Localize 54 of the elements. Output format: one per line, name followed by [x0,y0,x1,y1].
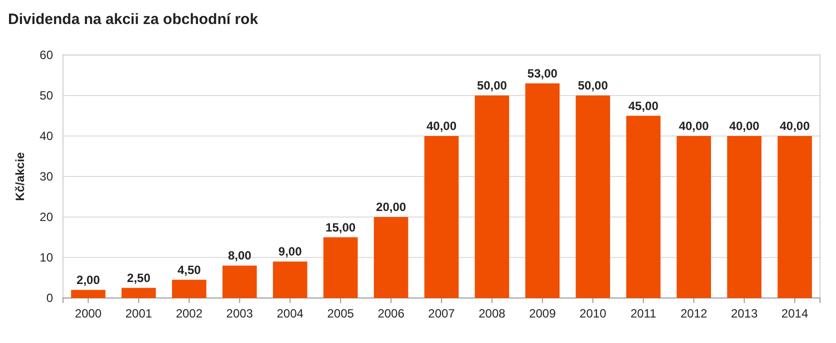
data-label: 50,00 [578,78,608,92]
data-label: 2,50 [127,270,151,285]
y-tick-label: 10 [40,250,54,264]
data-label: 2,00 [76,272,100,287]
data-label: 4,50 [177,262,202,277]
y-tick-label: 60 [40,48,54,62]
x-tick-label: 2000 [74,306,102,321]
data-label: 50,00 [476,78,508,92]
bar [525,83,560,298]
x-tick-label: 2011 [630,306,657,321]
y-tick-label: 20 [40,210,54,224]
data-label: 20,00 [376,200,406,214]
y-tick-label: 0 [46,290,54,305]
data-label: 40,00 [678,119,710,133]
x-tick-label: 2003 [226,306,254,321]
data-label: 45,00 [628,98,659,113]
y-tick-label: 30 [40,169,54,184]
x-tick-label: 2014 [781,306,808,321]
bar [172,280,206,298]
bar [676,136,711,298]
bar [122,288,156,298]
x-tick-label: 2006 [378,306,405,321]
y-tick-label: 40 [40,128,54,143]
x-tick-label: 2012 [680,306,708,321]
bar [374,217,408,298]
bar [576,96,610,298]
y-axis-title: Kč/akcie [13,152,27,201]
x-tick-label: 2004 [276,306,304,321]
data-label: 40,00 [426,119,457,133]
data-label: 40,00 [729,119,760,133]
bar [272,262,308,298]
bar [727,136,762,298]
bar [323,237,358,298]
bar [474,96,510,298]
bar [222,266,257,298]
data-label: 53,00 [527,66,558,80]
x-tick-label: 2001 [125,306,152,321]
data-label: 40,00 [780,119,810,133]
bar [71,290,106,298]
x-tick-label: 2009 [529,306,556,321]
bar [778,136,812,298]
bar [626,116,661,298]
y-tick-label: 50 [40,88,54,102]
x-tick-label: 2005 [327,306,354,321]
x-tick-label: 2002 [176,306,203,321]
x-tick-label: 2010 [580,306,607,321]
x-tick-label: 2007 [428,306,456,321]
x-tick-label: 2008 [478,306,506,321]
chart-title: Dividenda na akcii za obchodní rok [8,11,259,28]
bar [424,136,459,298]
data-label: 9,00 [278,244,302,259]
data-label: 15,00 [326,220,356,234]
data-label: 8,00 [228,248,252,263]
x-tick-label: 2013 [730,306,758,321]
